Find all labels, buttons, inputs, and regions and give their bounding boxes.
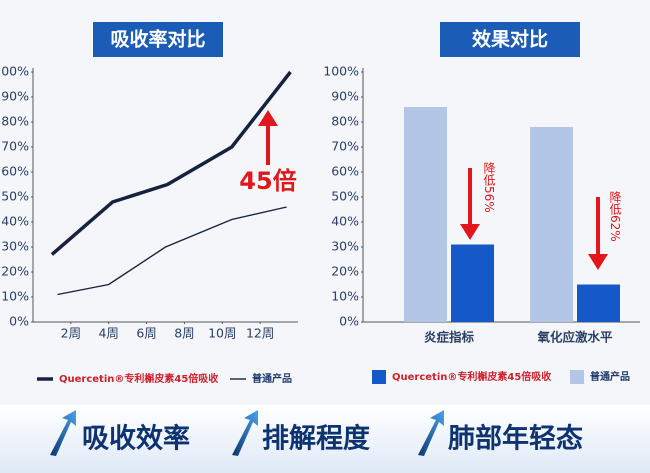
y-tick-label: 10%	[1, 289, 29, 304]
arrow-head	[460, 224, 480, 240]
y-tick-label: 60%	[1, 164, 29, 179]
bar	[577, 284, 620, 322]
legend-label: Quercetin®专利槲皮素45倍吸收	[392, 370, 551, 383]
y-tick-label: 50%	[331, 189, 359, 204]
y-tick-label: 100%	[323, 64, 359, 79]
annotation: 降低56%	[482, 162, 496, 213]
y-tick-label: 0%	[339, 314, 359, 329]
y-tick-label: 0%	[9, 314, 29, 329]
arrow-head	[588, 254, 608, 270]
title-box	[93, 22, 223, 57]
arrow-icon	[418, 410, 444, 456]
title-box	[440, 22, 580, 57]
x-tick-label: 4周	[98, 326, 118, 341]
feature-label: 排解程度	[262, 423, 370, 455]
x-tick-label: 8周	[174, 326, 194, 341]
legend-label: 普通产品	[252, 372, 292, 385]
y-tick-label: 10%	[331, 289, 359, 304]
legend-label: Quercetin®专利槲皮素45倍吸收	[59, 372, 218, 385]
y-tick-label: 60%	[331, 164, 359, 179]
y-tick-label: 70%	[1, 139, 29, 154]
series-line	[57, 206, 287, 296]
y-tick-label: 20%	[331, 264, 359, 279]
y-tick-label: 50%	[1, 189, 29, 204]
arrow-icon	[50, 410, 76, 456]
legend-swatch	[372, 370, 386, 384]
y-tick-label: 40%	[1, 214, 29, 229]
y-tick-label: 30%	[1, 239, 29, 254]
y-tick-label: 40%	[331, 214, 359, 229]
feature-icons	[50, 410, 444, 456]
feature-label: 吸收效率	[82, 423, 190, 455]
y-tick-label: 80%	[331, 114, 359, 129]
x-tick-label: 6周	[136, 326, 156, 341]
bar	[404, 107, 447, 322]
bar	[530, 127, 573, 322]
x-tick-label: 12周	[246, 326, 274, 341]
chart-title: 吸收率对比	[110, 28, 205, 51]
annotation: 45倍	[239, 167, 296, 195]
x-tick-label: 2周	[61, 326, 81, 341]
y-tick-label: 80%	[1, 114, 29, 129]
legend-swatch	[570, 370, 584, 384]
y-tick-label: 100%	[0, 64, 29, 79]
arrow-head	[258, 110, 278, 126]
x-tick-label: 炎症指标	[424, 330, 475, 345]
x-tick-label: 氧化应激水平	[536, 330, 613, 345]
y-tick-label: 90%	[1, 89, 29, 104]
y-tick-label: 70%	[331, 139, 359, 154]
y-tick-label: 30%	[331, 239, 359, 254]
y-tick-label: 20%	[1, 264, 29, 279]
annotation: 降低62%	[608, 191, 622, 242]
x-tick-label: 10周	[208, 326, 236, 341]
bar	[451, 244, 494, 322]
feature-band	[0, 405, 650, 473]
series-line	[50, 70, 292, 256]
feature-label: 肺部年轻态	[448, 423, 583, 455]
arrow-icon	[232, 410, 258, 456]
chart-title: 效果对比	[472, 28, 548, 51]
legend-label: 普通产品	[590, 370, 630, 383]
y-tick-label: 90%	[331, 89, 359, 104]
